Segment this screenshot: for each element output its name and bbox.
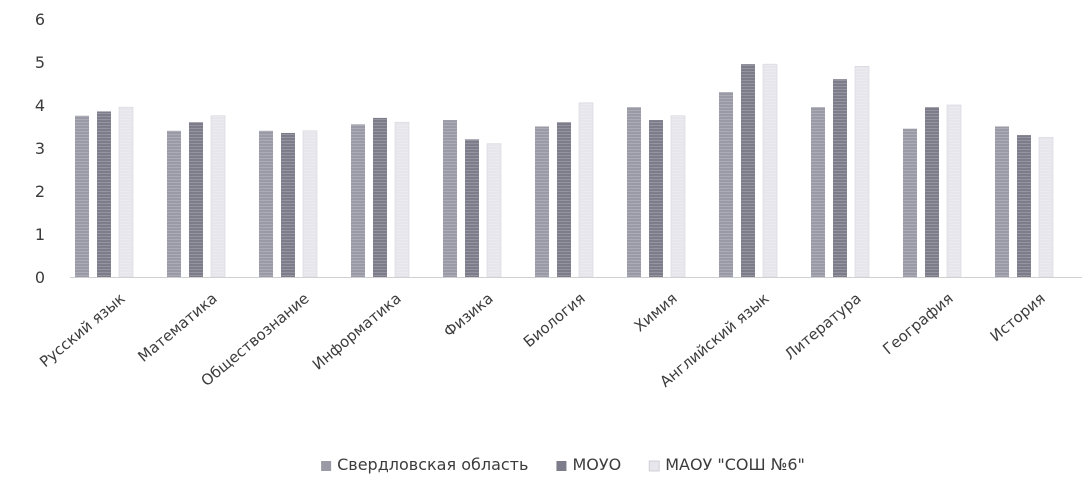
y-axis: 0 1 2 3 4 5 6 — [35, 10, 45, 287]
bar — [167, 130, 181, 277]
bar — [281, 132, 295, 277]
bar — [946, 104, 962, 278]
legend-label: Свердловская область — [337, 455, 528, 474]
x-tick-label: География — [879, 289, 956, 358]
legend-label: МОУО — [572, 455, 621, 474]
x-tick-label: Физика — [440, 289, 496, 340]
bar — [351, 124, 365, 277]
bar — [762, 63, 778, 278]
bar — [741, 64, 755, 278]
legend-swatch — [556, 461, 567, 471]
bar — [75, 115, 89, 277]
bar — [995, 126, 1009, 277]
x-tick-label: Биология — [520, 289, 589, 351]
bar — [443, 120, 457, 277]
y-tick-label: 5 — [35, 53, 45, 72]
x-tick-label: История — [987, 289, 1049, 345]
bar — [811, 107, 825, 278]
bar — [373, 117, 387, 278]
legend-swatch — [648, 460, 660, 472]
y-tick-label: 1 — [35, 225, 45, 244]
x-tick-label: Литература — [781, 289, 865, 363]
bar — [302, 130, 318, 278]
y-tick-label: 6 — [35, 10, 45, 29]
bar — [854, 66, 870, 278]
y-tick-label: 3 — [35, 139, 45, 158]
bar — [97, 111, 111, 277]
bar — [833, 79, 847, 277]
legend: Свердловская область МОУО МАОУ "СОШ №6" — [321, 455, 805, 474]
bar — [465, 139, 479, 277]
bar — [210, 115, 226, 278]
bar — [649, 120, 663, 277]
bar — [925, 107, 939, 278]
bar — [578, 102, 594, 278]
bar — [627, 107, 641, 278]
bar — [394, 121, 410, 278]
y-tick-label: 2 — [35, 182, 45, 201]
legend-swatch — [321, 461, 332, 471]
bar — [719, 92, 733, 277]
x-tick-label: Математика — [134, 289, 220, 365]
bar — [903, 128, 917, 277]
bar — [486, 143, 502, 278]
x-tick-label: Русский язык — [36, 289, 129, 371]
x-axis-labels: Русский язык МатематикаОбществознаниеИнфо… — [36, 289, 1049, 391]
x-tick-label: Химия — [631, 289, 681, 335]
bar — [1038, 136, 1054, 278]
bar — [557, 122, 571, 277]
y-tick-label: 4 — [35, 96, 45, 115]
bar — [535, 126, 549, 277]
bar — [1017, 135, 1031, 277]
x-tick-label: Информатика — [309, 289, 405, 373]
bar — [670, 115, 686, 278]
legend-label: МАОУ "СОШ №6" — [665, 455, 805, 474]
bar — [118, 106, 134, 278]
bars — [75, 63, 1054, 278]
y-tick-label: 0 — [35, 268, 45, 287]
bar — [189, 122, 203, 277]
bar — [259, 130, 273, 277]
